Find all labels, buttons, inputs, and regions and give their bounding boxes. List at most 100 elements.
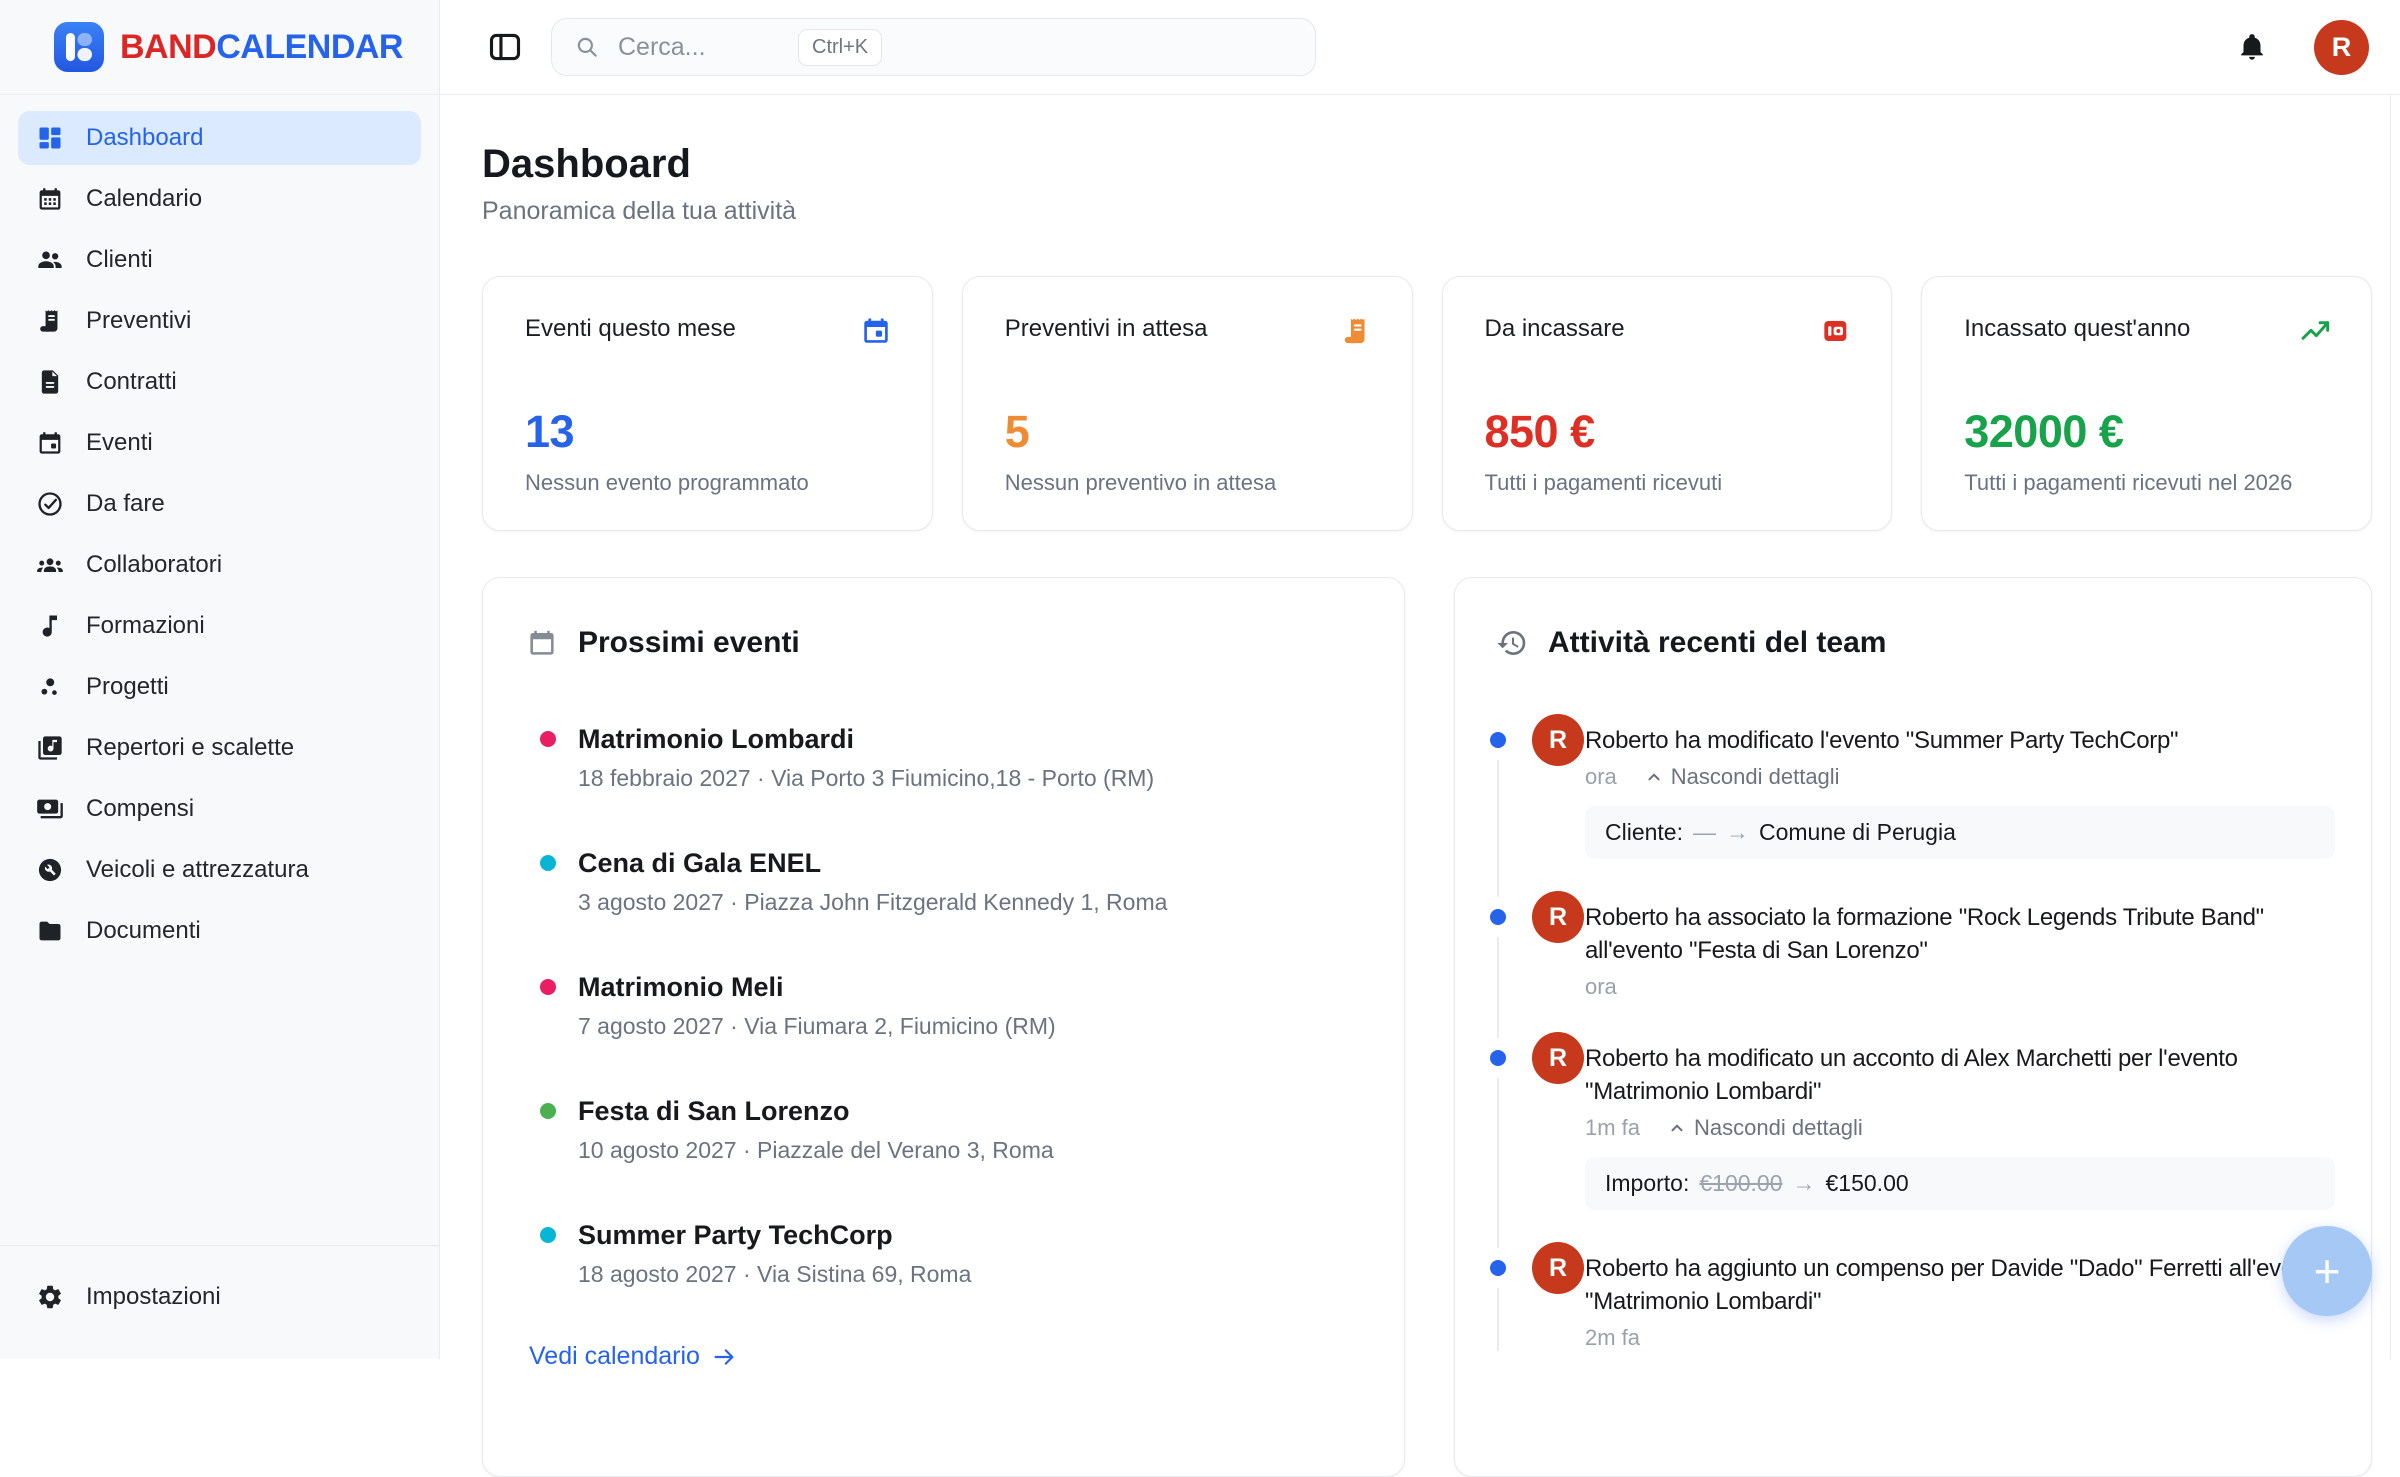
stat-card-eventi-mese: Eventi questo mese 13 Nessun evento prog… — [482, 276, 933, 531]
timeline-dot — [1490, 1050, 1506, 1066]
activity-feed-title: Attività recenti del team — [1548, 626, 1886, 660]
avatar: R — [1532, 891, 1584, 943]
timeline-connector — [1497, 760, 1499, 897]
hide-details-toggle[interactable]: Nascondi dettagli — [1668, 1115, 1863, 1141]
search-input[interactable] — [618, 33, 798, 62]
top-bar: Ctrl+K R — [440, 0, 2400, 95]
people-icon — [36, 246, 64, 274]
stat-card-preventivi-attesa: Preventivi in attesa 5 Nessun preventivo… — [962, 276, 1413, 531]
bell-icon[interactable] — [2237, 32, 2267, 62]
main-content: Dashboard Panoramica della tua attività … — [440, 95, 2400, 1359]
sidebar-item-formazioni[interactable]: Formazioni — [18, 599, 421, 653]
sidebar-item-clienti[interactable]: Clienti — [18, 233, 421, 287]
receipt-icon — [1340, 315, 1372, 347]
event-name: Matrimonio Meli — [578, 970, 1056, 1004]
sidebar-item-documenti[interactable]: Documenti — [18, 904, 421, 958]
event-details: 3 agosto 2027 · Piazza John Fitzgerald K… — [578, 888, 1167, 916]
event-details: 10 agosto 2027 · Piazzale del Verano 3, … — [578, 1136, 1054, 1164]
event-details: 18 agosto 2027 · Via Sistina 69, Roma — [578, 1260, 971, 1288]
sidebar-item-repertori[interactable]: Repertori e scalette — [18, 721, 421, 775]
calendar-event-icon — [36, 429, 64, 457]
page-subtitle: Panoramica della tua attività — [482, 197, 2372, 226]
sidebar-item-dashboard[interactable]: Dashboard — [18, 111, 421, 165]
activity-detail-box: Cliente:—→Comune di Perugia — [1585, 806, 2335, 859]
event-row[interactable]: Festa di San Lorenzo 10 agosto 2027 · Pi… — [540, 1094, 1358, 1164]
stat-value: 5 — [1005, 406, 1372, 458]
bandcalendar-logo-icon — [54, 22, 104, 72]
wrench-circle-icon — [36, 856, 64, 884]
chevron-up-icon — [1668, 1119, 1686, 1137]
event-row[interactable]: Matrimonio Lombardi 18 febbraio 2027 · V… — [540, 722, 1358, 792]
stat-note: Nessun evento programmato — [525, 470, 892, 496]
sidebar-item-contratti[interactable]: Contratti — [18, 355, 421, 409]
stat-label: Eventi questo mese — [525, 315, 736, 343]
avatar: R — [1532, 1242, 1584, 1294]
stat-label: Incassato quest'anno — [1964, 315, 2190, 343]
timeline-connector — [1497, 1078, 1499, 1248]
view-calendar-link[interactable]: Vedi calendario — [529, 1342, 736, 1371]
sidebar-item-da-fare[interactable]: Da fare — [18, 477, 421, 531]
folder-icon — [36, 917, 64, 945]
event-dot — [540, 1103, 556, 1119]
calendar-icon — [860, 315, 892, 347]
dashboard-grid-icon — [36, 124, 64, 152]
event-row[interactable]: Matrimonio Meli 7 agosto 2027 · Via Fium… — [540, 970, 1358, 1040]
event-name: Cena di Gala ENEL — [578, 846, 1167, 880]
sidebar-toggle-button[interactable] — [486, 28, 524, 66]
gear-icon — [36, 1283, 64, 1311]
payments-icon — [36, 795, 64, 823]
sidebar-item-impostazioni[interactable]: Impostazioni — [18, 1270, 421, 1324]
activity-text: Roberto ha modificato l'evento "Summer P… — [1585, 724, 2335, 757]
stat-note: Tutti i pagamenti ricevuti nel 2026 — [1964, 470, 2331, 496]
wallet-icon — [1819, 315, 1851, 347]
event-dot — [540, 1227, 556, 1243]
sidebar-item-eventi[interactable]: Eventi — [18, 416, 421, 470]
activity-text: Roberto ha associato la formazione "Rock… — [1585, 901, 2335, 967]
sidebar-item-collaboratori[interactable]: Collaboratori — [18, 538, 421, 592]
user-avatar[interactable]: R — [2314, 20, 2369, 75]
stat-card-da-incassare: Da incassare 850 € Tutti i pagamenti ric… — [1442, 276, 1893, 531]
check-circle-icon — [36, 490, 64, 518]
activity-item: R Roberto ha associato la formazione "Ro… — [1490, 901, 2335, 1000]
activity-list: R Roberto ha modificato l'evento "Summer… — [1490, 724, 2335, 1351]
activity-item: R Roberto ha modificato l'evento "Summer… — [1490, 724, 2335, 859]
activity-item: R Roberto ha aggiunto un compenso per Da… — [1490, 1252, 2335, 1351]
stat-value: 850 € — [1485, 406, 1852, 458]
search-icon — [574, 34, 600, 60]
hide-details-toggle[interactable]: Nascondi dettagli — [1645, 764, 1840, 790]
timeline-dot — [1490, 1260, 1506, 1276]
brand: BANDCALENDAR — [0, 0, 439, 95]
sidebar: BANDCALENDAR Dashboard Calendario Client… — [0, 0, 440, 1359]
stat-value: 13 — [525, 406, 892, 458]
activity-time: ora — [1585, 974, 1617, 1000]
timeline-connector — [1497, 1288, 1499, 1351]
activity-item: R Roberto ha modificato un acconto di Al… — [1490, 1042, 2335, 1210]
sidebar-item-progetti[interactable]: Progetti — [18, 660, 421, 714]
avatar: R — [1532, 1032, 1584, 1084]
calendar-icon — [36, 185, 64, 213]
bubble-chart-icon — [36, 673, 64, 701]
event-dot — [540, 979, 556, 995]
add-button[interactable]: + — [2282, 1226, 2372, 1316]
event-row[interactable]: Summer Party TechCorp 18 agosto 2027 · V… — [540, 1218, 1358, 1288]
music-note-icon — [36, 612, 64, 640]
sidebar-item-calendario[interactable]: Calendario — [18, 172, 421, 226]
activity-time: 1m fa — [1585, 1115, 1640, 1141]
event-list: Matrimonio Lombardi 18 febbraio 2027 · V… — [540, 722, 1358, 1288]
sidebar-item-compensi[interactable]: Compensi — [18, 782, 421, 836]
activity-detail-box: Importo:€100.00→€150.00 — [1585, 1157, 2335, 1210]
activity-time: 2m fa — [1585, 1325, 1640, 1351]
sidebar-item-veicoli[interactable]: Veicoli e attrezzatura — [18, 843, 421, 897]
search-bar[interactable]: Ctrl+K — [551, 18, 1316, 76]
event-row[interactable]: Cena di Gala ENEL 3 agosto 2027 · Piazza… — [540, 846, 1358, 916]
stat-value: 32000 € — [1964, 406, 2331, 458]
upcoming-events-title: Prossimi eventi — [578, 626, 800, 660]
stats-row: Eventi questo mese 13 Nessun evento prog… — [482, 276, 2372, 531]
stat-label: Preventivi in attesa — [1005, 315, 1208, 343]
scrollbar-track[interactable] — [2390, 95, 2391, 1359]
avatar: R — [1532, 714, 1584, 766]
music-library-icon — [36, 734, 64, 762]
sidebar-item-preventivi[interactable]: Preventivi — [18, 294, 421, 348]
activity-feed-panel: Attività recenti del team R Roberto ha m… — [1454, 577, 2372, 1477]
activity-time: ora — [1585, 764, 1617, 790]
